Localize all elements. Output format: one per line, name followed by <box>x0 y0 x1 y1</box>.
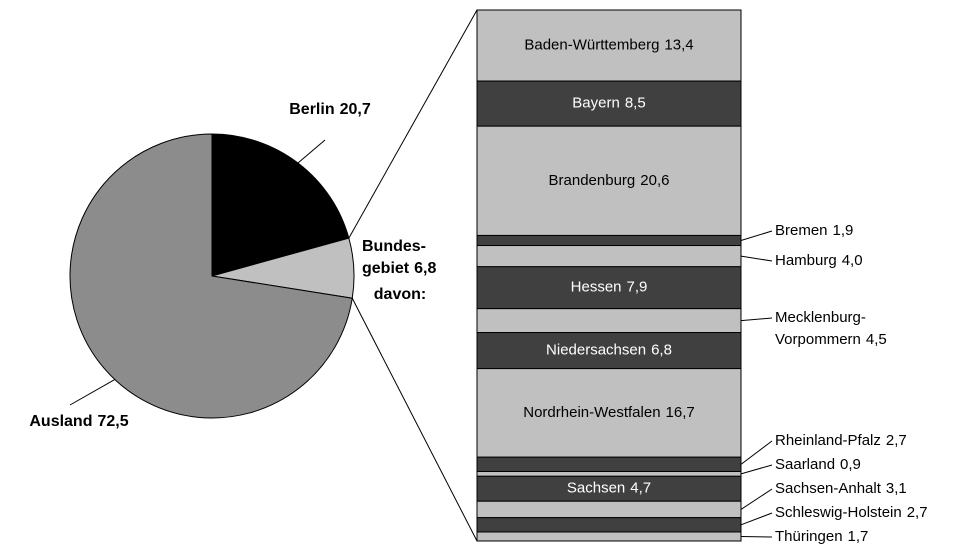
label-name: Thüringen <box>775 528 843 545</box>
bar-segment <box>476 332 742 370</box>
label-name: Baden-Württemberg <box>524 37 659 54</box>
value-label: 8,5 <box>625 95 646 112</box>
label-name: Hessen <box>571 279 622 296</box>
label-name: Niedersachsen <box>546 342 646 359</box>
label-name: Berlin <box>289 101 334 118</box>
label: Hamburg 4,0 <box>775 252 863 269</box>
leader-line <box>740 317 773 322</box>
label: Thüringen 1,7 <box>775 528 868 545</box>
value-label: 20,7 <box>340 101 371 118</box>
label-name: Bundes-gebiet <box>362 238 426 277</box>
label: Brandenburg 20,6 <box>549 172 670 189</box>
value-label: 0,9 <box>840 456 861 473</box>
bar-segment <box>476 234 742 247</box>
value-label: 16,7 <box>666 404 695 421</box>
label: Bremen 1,9 <box>775 222 853 239</box>
label: Baden-Württemberg 13,4 <box>524 37 693 54</box>
leader-line <box>740 230 773 241</box>
label: Hessen 7,9 <box>571 279 648 296</box>
value-label: 6,8 <box>651 342 672 359</box>
label-name: Schleswig-Holstein <box>775 504 902 521</box>
bar-segment <box>476 475 742 502</box>
label: Nordrhein-Westfalen 16,7 <box>523 404 695 421</box>
pie-slice <box>211 133 350 277</box>
value-label: 20,6 <box>640 172 669 189</box>
leader-line <box>740 488 773 510</box>
label-name: Nordrhein-Westfalen <box>523 404 660 421</box>
leader-line <box>69 379 116 406</box>
value-label: 13,4 <box>664 37 693 54</box>
bar-segment <box>476 9 742 82</box>
bar-segment <box>476 517 742 533</box>
annotation: davon: <box>374 286 426 303</box>
value-label: 2,7 <box>907 504 928 521</box>
connector <box>351 297 478 542</box>
label: Berlin 20,7 <box>289 101 371 118</box>
bar-segment <box>476 308 742 334</box>
label-name: Rheinland-Pfalz <box>775 432 881 449</box>
bar-segment <box>476 456 742 473</box>
pie-slice <box>69 133 353 419</box>
bar-segment <box>476 368 742 458</box>
bar-segment <box>476 500 742 519</box>
label: Saarland 0,9 <box>775 456 861 473</box>
bar-segment <box>476 245 742 268</box>
label: Sachsen 4,7 <box>567 480 651 497</box>
bar-segment <box>476 531 742 542</box>
label-name: Sachsen-Anhalt <box>775 480 882 497</box>
value-label: 4,0 <box>842 252 863 269</box>
label: Bundes-gebiet 6,8 <box>362 238 436 277</box>
label: Bayern 8,5 <box>572 95 645 112</box>
label-name: Hamburg <box>775 252 837 269</box>
value-label: 7,9 <box>627 279 648 296</box>
label-name: Brandenburg <box>549 172 636 189</box>
label: Mecklenburg-Vorpommern 4,5 <box>775 309 887 348</box>
leader-line <box>740 255 773 262</box>
label-name: Sachsen <box>567 480 625 497</box>
label-name: Saarland <box>775 456 835 473</box>
bar-segment <box>476 471 742 477</box>
value-label: 72,5 <box>97 413 128 430</box>
label: Schleswig-Holstein 2,7 <box>775 504 928 521</box>
label-name: Bayern <box>572 95 620 112</box>
value-label: 1,7 <box>848 528 869 545</box>
label: Niedersachsen 6,8 <box>546 342 672 359</box>
bar-segment <box>476 266 742 310</box>
leader-line <box>740 512 773 526</box>
leader-line <box>297 139 326 164</box>
connector <box>348 9 478 239</box>
leader-line <box>740 535 773 538</box>
label: Sachsen-Anhalt 3,1 <box>775 480 907 497</box>
value-label: 4,5 <box>866 331 887 348</box>
leader-line <box>740 464 773 475</box>
value-label: 3,1 <box>886 480 907 497</box>
label-name: Bremen <box>775 222 828 239</box>
leader-line <box>740 440 773 465</box>
value-label: 4,7 <box>630 480 651 497</box>
value-label: 6,8 <box>414 260 436 277</box>
label: Ausland 72,5 <box>29 413 128 430</box>
label-name: Ausland <box>29 413 92 430</box>
value-label: 2,7 <box>886 432 907 449</box>
bar-segment <box>476 80 742 127</box>
value-label: 1,9 <box>833 222 854 239</box>
label-name: Mecklenburg-Vorpommern <box>775 309 866 348</box>
label: Rheinland-Pfalz 2,7 <box>775 432 907 449</box>
